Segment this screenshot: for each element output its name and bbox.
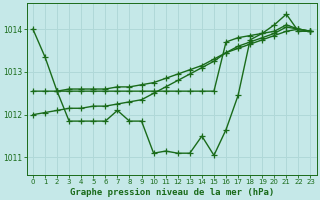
X-axis label: Graphe pression niveau de la mer (hPa): Graphe pression niveau de la mer (hPa) [69,188,274,197]
